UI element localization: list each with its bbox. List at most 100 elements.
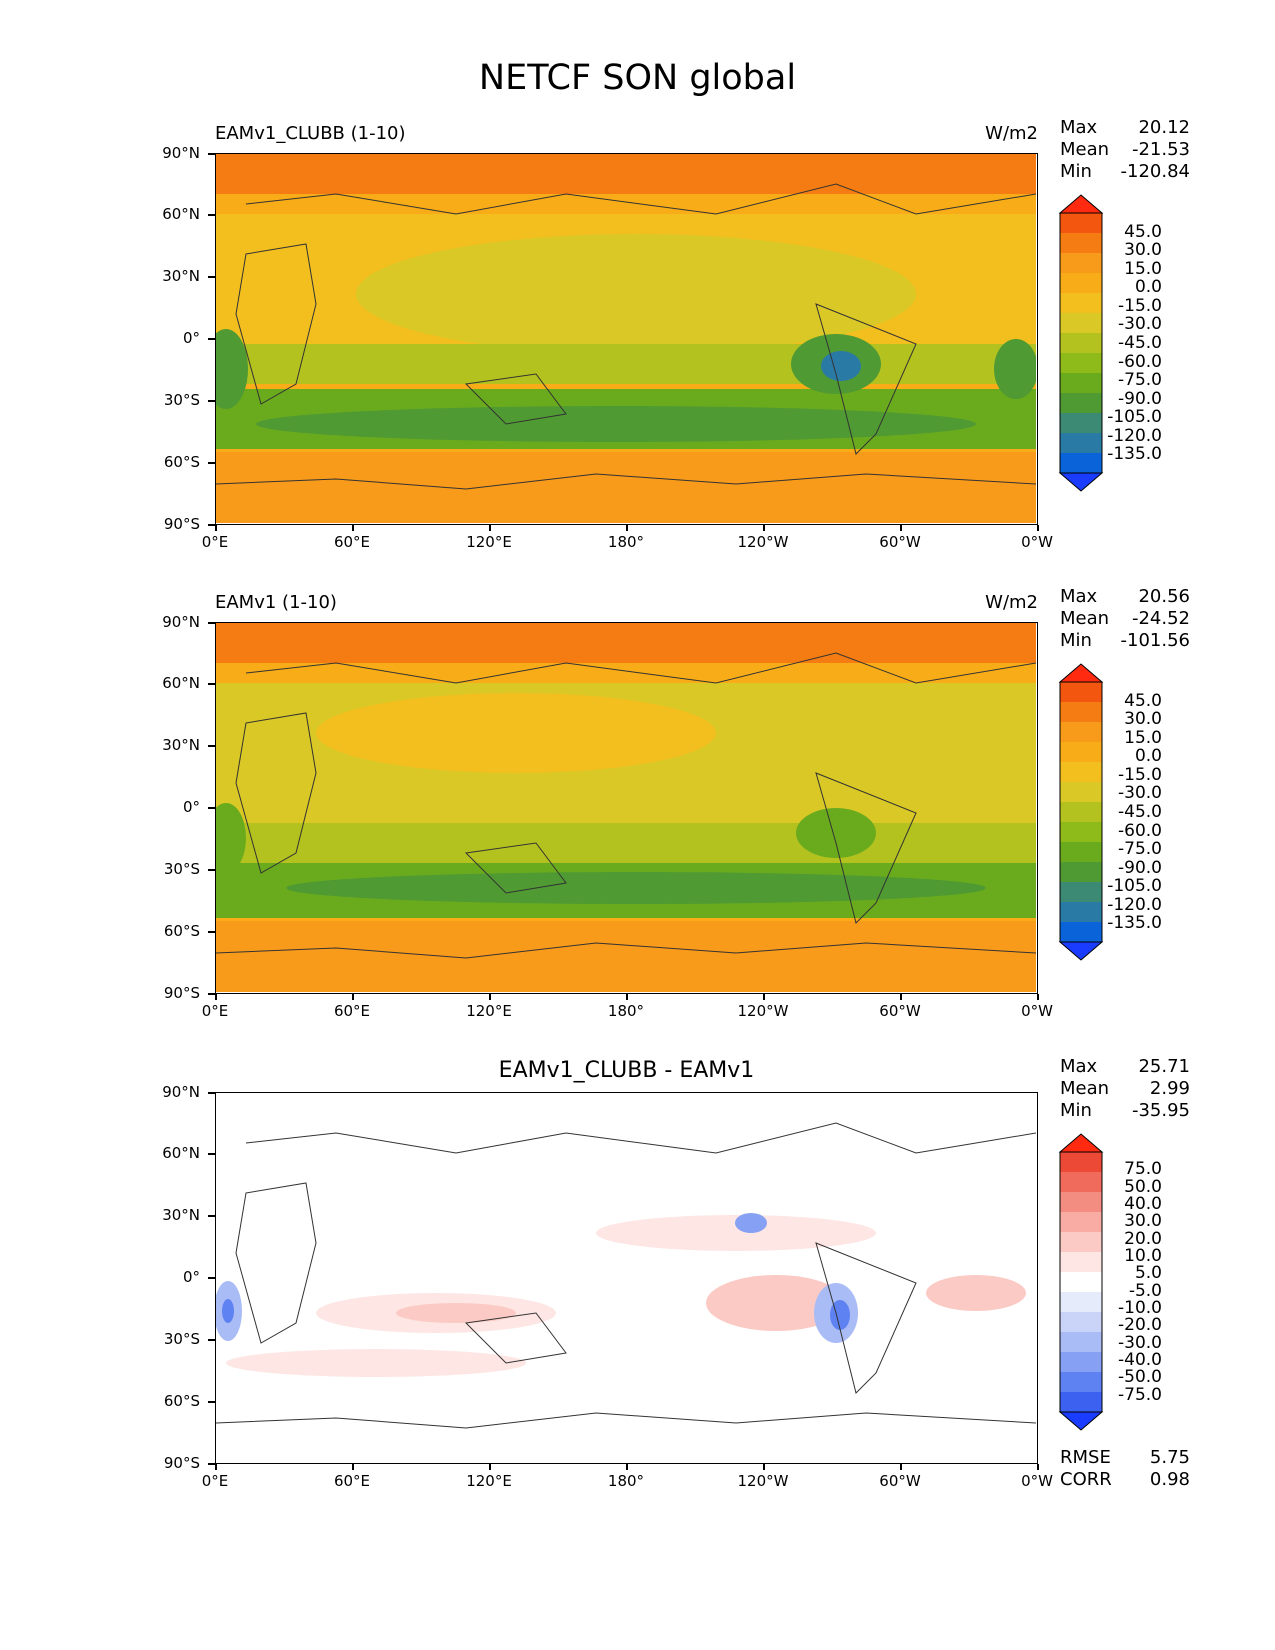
x-tick <box>489 1464 491 1470</box>
x-tick <box>900 1464 902 1470</box>
x-label: 60°E <box>333 533 371 551</box>
y-tick <box>208 1277 215 1279</box>
x-tick <box>763 994 765 1000</box>
colorbar-band <box>1060 922 1102 943</box>
stat-mean: -21.53 <box>1131 139 1190 160</box>
panel-title: EAMv1_CLUBB - EAMv1 <box>498 1058 755 1083</box>
x-label: 120°E <box>466 533 512 551</box>
colorbar-tick-label: -90.0 <box>1118 857 1162 878</box>
corr-value: 0.98 <box>1149 1469 1190 1490</box>
colorbar-band <box>1060 233 1102 254</box>
field-indian-ocean <box>316 693 716 773</box>
map-plot <box>215 1092 1038 1464</box>
colorbar-band <box>1060 1372 1102 1393</box>
field-atlantic-pos <box>926 1275 1026 1311</box>
y-tick <box>208 993 215 995</box>
coastline-south-america <box>815 1242 917 1394</box>
coastline-antarctica <box>216 1412 1036 1429</box>
colorbar-extend-top <box>1058 663 1104 683</box>
colorbar <box>1058 1133 1104 1431</box>
field-band-arctic <box>216 154 1036 194</box>
colorbar-band <box>1060 1232 1102 1253</box>
colorbar-extend-top <box>1058 1133 1104 1153</box>
colorbar-band <box>1060 1352 1102 1373</box>
y-tick <box>208 400 215 402</box>
x-label: 0°E <box>201 1002 229 1020</box>
colorbar-tick-label: 30.0 <box>1124 1211 1162 1232</box>
field-east-pacific-pos <box>706 1275 846 1331</box>
colorbar-band <box>1060 253 1102 274</box>
y-tick <box>208 1401 215 1403</box>
colorbar-extend-bottom <box>1058 941 1104 961</box>
y-tick <box>208 1215 215 1217</box>
coastline-south-america <box>815 303 917 455</box>
colorbar-tick-label: -15.0 <box>1118 295 1162 316</box>
colorbar-tick-label: -30.0 <box>1118 314 1162 335</box>
coastline-africa <box>235 1182 317 1344</box>
colorbar-band <box>1060 333 1102 354</box>
panel-eamv1: EAMv1 (1-10) W/m2 Max 20.56 Mean -24.52 Mi… <box>0 586 1275 1042</box>
x-label: 60°E <box>333 1002 371 1020</box>
coastline <box>245 652 1036 684</box>
colorbar-band <box>1060 393 1102 414</box>
colorbar-tick-label: -135.0 <box>1107 444 1162 465</box>
colorbar-tick-label: -135.0 <box>1107 913 1162 934</box>
y-label: 30°N <box>162 1206 200 1224</box>
y-tick <box>208 1463 215 1465</box>
colorbar-band <box>1060 842 1102 863</box>
y-label: 30°N <box>162 736 200 754</box>
x-label: 180° <box>607 533 645 551</box>
y-label: 0° <box>182 798 200 816</box>
x-tick <box>215 1464 217 1470</box>
x-label: 0°W <box>1021 533 1053 551</box>
y-label: 90°S <box>163 984 200 1002</box>
colorbar-tick-label: 30.0 <box>1124 240 1162 261</box>
colorbar-tick-label: 10.0 <box>1124 1246 1162 1266</box>
x-tick <box>215 525 217 531</box>
colorbar-tick-label: 45.0 <box>1124 221 1162 242</box>
colorbar-frame <box>1059 1151 1103 1413</box>
field-peru-neg-core <box>830 1300 850 1330</box>
colorbar-band <box>1060 762 1102 783</box>
stat-mean-label: Mean <box>1060 608 1110 629</box>
y-label: 90°N <box>162 1083 200 1101</box>
colorbar-band <box>1060 1192 1102 1213</box>
field-namibia-stratocu <box>216 329 248 409</box>
y-label: 30°S <box>163 1330 200 1348</box>
x-tick <box>1037 994 1039 1000</box>
field-southern-ocean-core <box>286 872 986 904</box>
colorbar-tick-label: -5.0 <box>1128 1280 1162 1301</box>
x-label: 120°W <box>737 1002 789 1020</box>
rmse-value: 5.75 <box>1149 1447 1190 1468</box>
colorbar-band <box>1060 802 1102 823</box>
field-band-subtropics-s <box>216 823 1036 863</box>
y-tick <box>208 622 215 624</box>
colorbar-tick-label: -105.0 <box>1107 407 1162 428</box>
colorbar-tick-label: 75.0 <box>1124 1159 1162 1180</box>
y-tick <box>208 1092 215 1094</box>
colorbar-tick-label: -105.0 <box>1107 876 1162 897</box>
stat-mean-label: Mean <box>1060 139 1110 160</box>
colorbar-band <box>1060 1272 1102 1293</box>
x-tick <box>352 525 354 531</box>
x-label: 120°E <box>466 1472 512 1490</box>
y-label: 90°N <box>162 144 200 162</box>
x-label: 60°W <box>879 1002 921 1020</box>
colorbar-band <box>1060 273 1102 294</box>
colorbar-band <box>1060 453 1102 474</box>
y-tick <box>208 276 215 278</box>
colorbar-tick-label: 15.0 <box>1124 727 1162 748</box>
colorbar-band <box>1060 213 1102 234</box>
y-label: 60°S <box>163 1392 200 1410</box>
stat-mean: 2.99 <box>1149 1078 1190 1099</box>
stat-max-label: Max <box>1060 586 1098 607</box>
stat-min-label: Min <box>1060 630 1092 651</box>
colorbar-tick-label: 50.0 <box>1124 1176 1162 1197</box>
colorbar-band <box>1060 313 1102 334</box>
panel-eamv1-clubb: EAMv1_CLUBB (1-10) W/m2 Max 20.12 Mean -21… <box>0 117 1275 573</box>
colorbar-tick-label: -50.0 <box>1118 1367 1162 1388</box>
y-label: 60°N <box>162 1144 200 1162</box>
colorbar-band <box>1060 433 1102 454</box>
x-tick <box>900 525 902 531</box>
colorbar-band <box>1060 702 1102 723</box>
